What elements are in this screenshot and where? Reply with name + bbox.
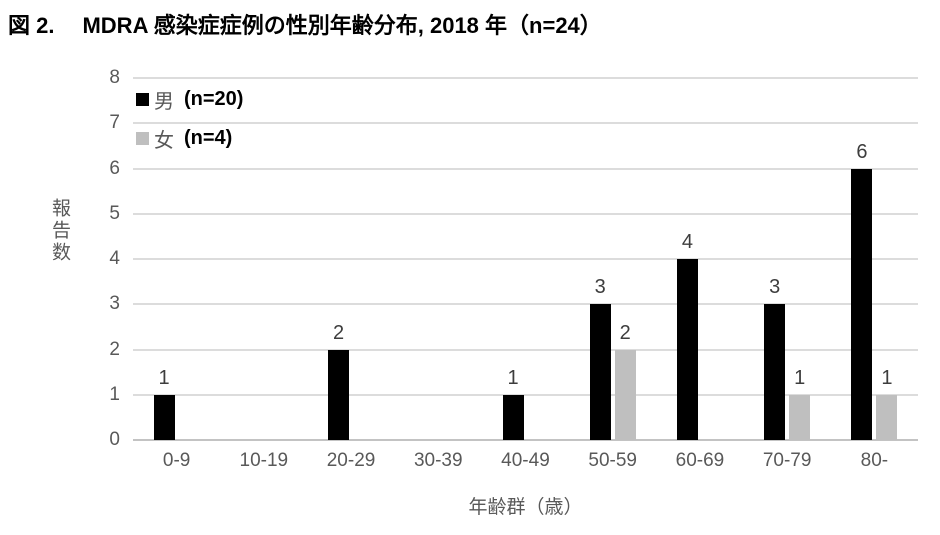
y-tick-label: 8 — [109, 67, 120, 88]
figure-number: 図 2. — [8, 13, 55, 38]
y-tick-label: 1 — [109, 383, 120, 405]
bar-value-label: 3 — [594, 276, 606, 299]
gridline — [133, 258, 918, 260]
legend-label-female: 女 — [154, 129, 174, 152]
x-tick-label: 10-19 — [239, 450, 289, 471]
x-axis-ticks: 0-9 10-19 20-29 30-39 40-49 50-59 60-69 70-79 80… — [133, 450, 918, 474]
y-tick-label: 0 — [109, 429, 120, 450]
y-tick-label: 7 — [109, 112, 120, 134]
legend-swatch-male-icon — [136, 92, 149, 106]
bar-男-40-49 — [502, 394, 524, 440]
legend-item-female: 女 (n=4) — [136, 123, 243, 153]
bar-男-20-29 — [328, 349, 350, 440]
bar-value-label: 4 — [681, 231, 693, 253]
legend-swatch-female-icon — [136, 131, 149, 145]
y-tick-label: 5 — [109, 202, 120, 224]
gridline — [133, 212, 918, 215]
bar-value-label: 1 — [507, 366, 519, 389]
bar-男-70-79 — [764, 304, 786, 440]
bar-女-50-59 — [614, 349, 636, 440]
gridline — [133, 122, 918, 125]
bar-value-label: 6 — [856, 140, 868, 163]
gridline — [133, 77, 918, 79]
bar-男-80- — [851, 168, 873, 440]
y-tick-label: 2 — [109, 338, 120, 360]
y-tick-label: 4 — [109, 248, 120, 269]
gridline — [133, 303, 918, 306]
legend-count-male: (n=20) — [184, 87, 244, 110]
bar-女-70-79 — [789, 394, 811, 440]
bar-value-label: 1 — [881, 366, 893, 389]
gridline — [133, 167, 918, 170]
x-tick-label: 80- — [860, 450, 889, 471]
y-tick-label: 3 — [109, 293, 120, 315]
bar-男-0-9 — [153, 394, 175, 440]
legend-item-male: 男 (n=20) — [136, 84, 243, 114]
gridline — [133, 393, 918, 396]
y-axis-title: 報告数 — [49, 198, 70, 264]
legend-label-male: 男 — [154, 90, 174, 113]
bar-value-label: 2 — [332, 321, 345, 344]
gridline — [133, 348, 918, 351]
bar-男-50-59 — [589, 304, 611, 440]
bar-女-80- — [876, 394, 898, 440]
bar-value-label: 3 — [769, 276, 781, 299]
x-axis-line — [133, 439, 918, 441]
y-tick-label: 6 — [109, 157, 120, 179]
x-tick-label: 0-9 — [162, 450, 191, 471]
x-tick-label: 20-29 — [326, 450, 376, 471]
x-tick-label: 70-79 — [762, 450, 812, 471]
bar-value-label: 2 — [619, 321, 631, 344]
legend: 男 (n=20) 女 (n=4) — [136, 84, 243, 162]
y-axis-ticks: 0 1 2 3 4 5 6 7 8 — [86, 67, 120, 450]
bar-value-label: 1 — [794, 366, 806, 389]
bar-value-label: 1 — [158, 366, 170, 389]
x-axis-title: 年齢群（歳） — [468, 497, 583, 518]
figure-title-text: MDRA 感染症症例の性別年齢分布, 2018 年（n=24） — [82, 13, 602, 38]
legend-count-female: (n=4) — [184, 126, 233, 149]
x-tick-label: 40-49 — [501, 450, 550, 471]
figure-title: 図 2. MDRA 感染症症例の性別年齢分布, 2018 年（n=24） — [8, 8, 602, 40]
bar-男-60-69 — [676, 259, 698, 440]
x-tick-label: 50-59 — [588, 450, 638, 471]
x-tick-label: 60-69 — [675, 450, 725, 471]
x-tick-label: 30-39 — [413, 450, 463, 471]
